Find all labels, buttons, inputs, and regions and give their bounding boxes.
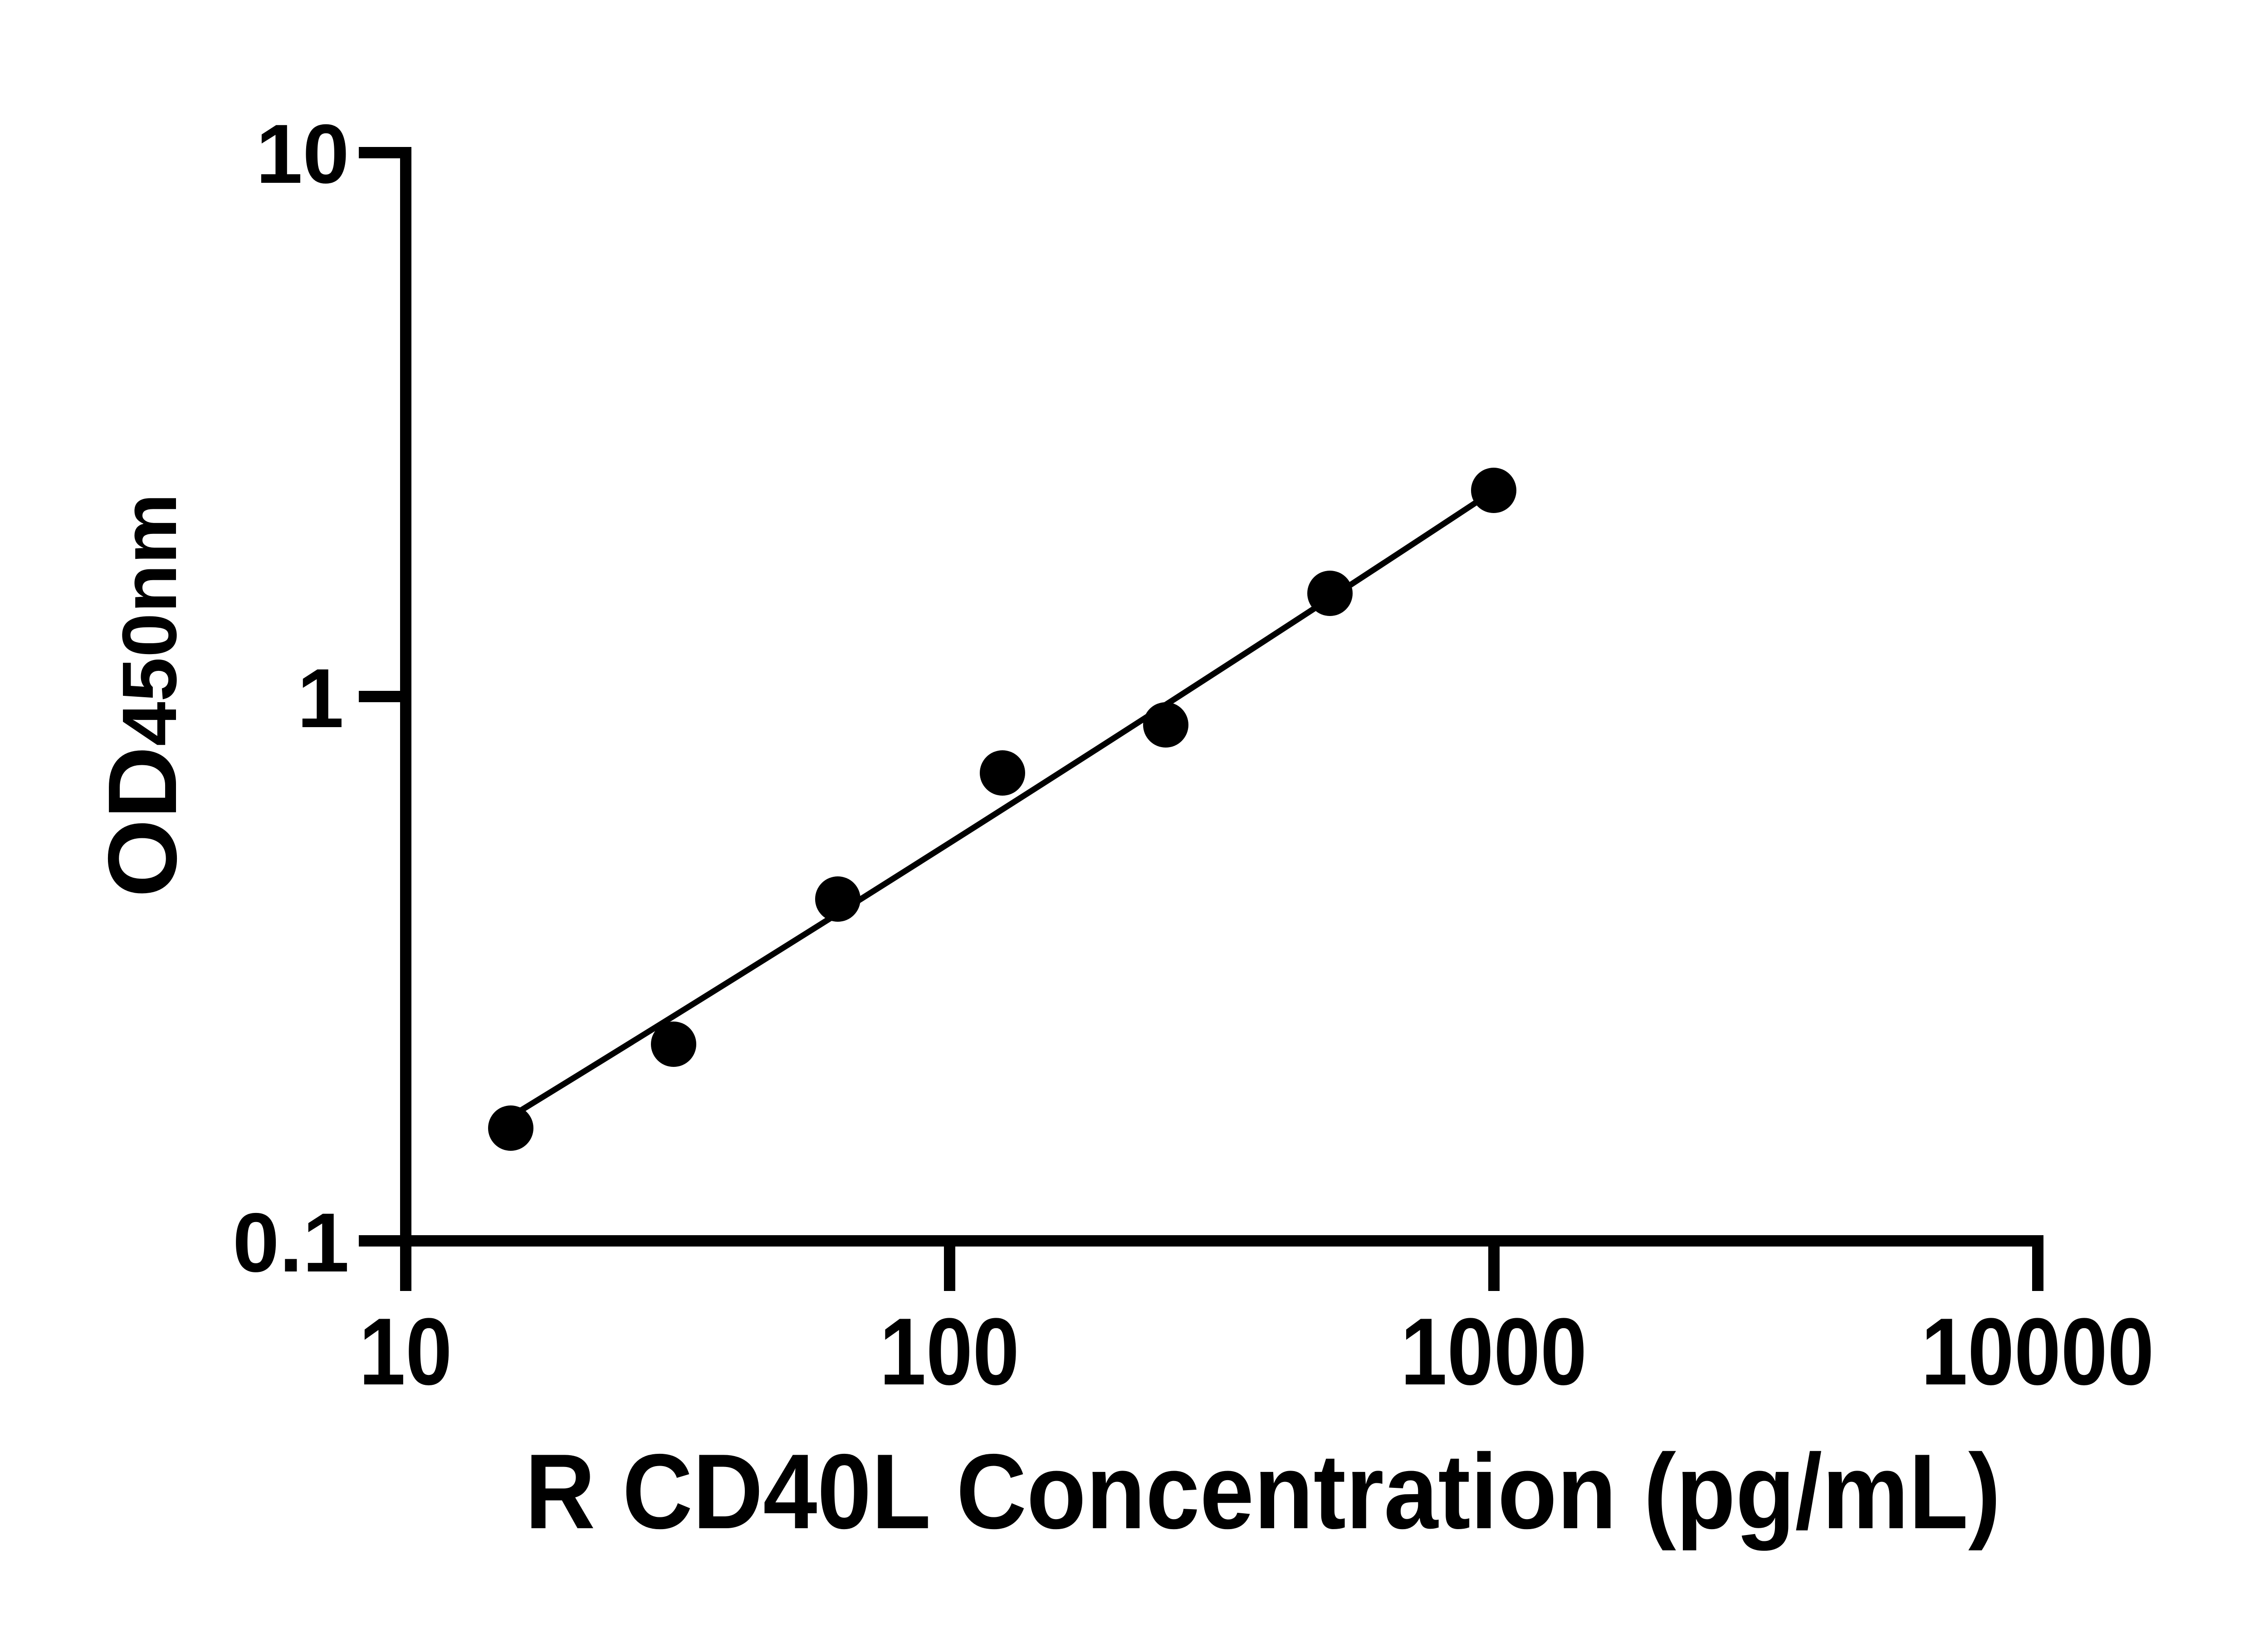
svg-text:1: 1	[297, 652, 344, 745]
svg-text:100: 100	[880, 1298, 1019, 1405]
svg-text:10: 10	[359, 1298, 452, 1405]
svg-text:10: 10	[256, 108, 349, 201]
svg-text:OD450nm: OD450nm	[88, 493, 197, 897]
svg-text:1000: 1000	[1400, 1298, 1587, 1405]
svg-text:0.1: 0.1	[233, 1196, 349, 1290]
svg-text:R CD40L Concentration (pg/mL): R CD40L Concentration (pg/mL)	[525, 1432, 2001, 1551]
svg-text:10000: 10000	[1921, 1298, 2154, 1405]
